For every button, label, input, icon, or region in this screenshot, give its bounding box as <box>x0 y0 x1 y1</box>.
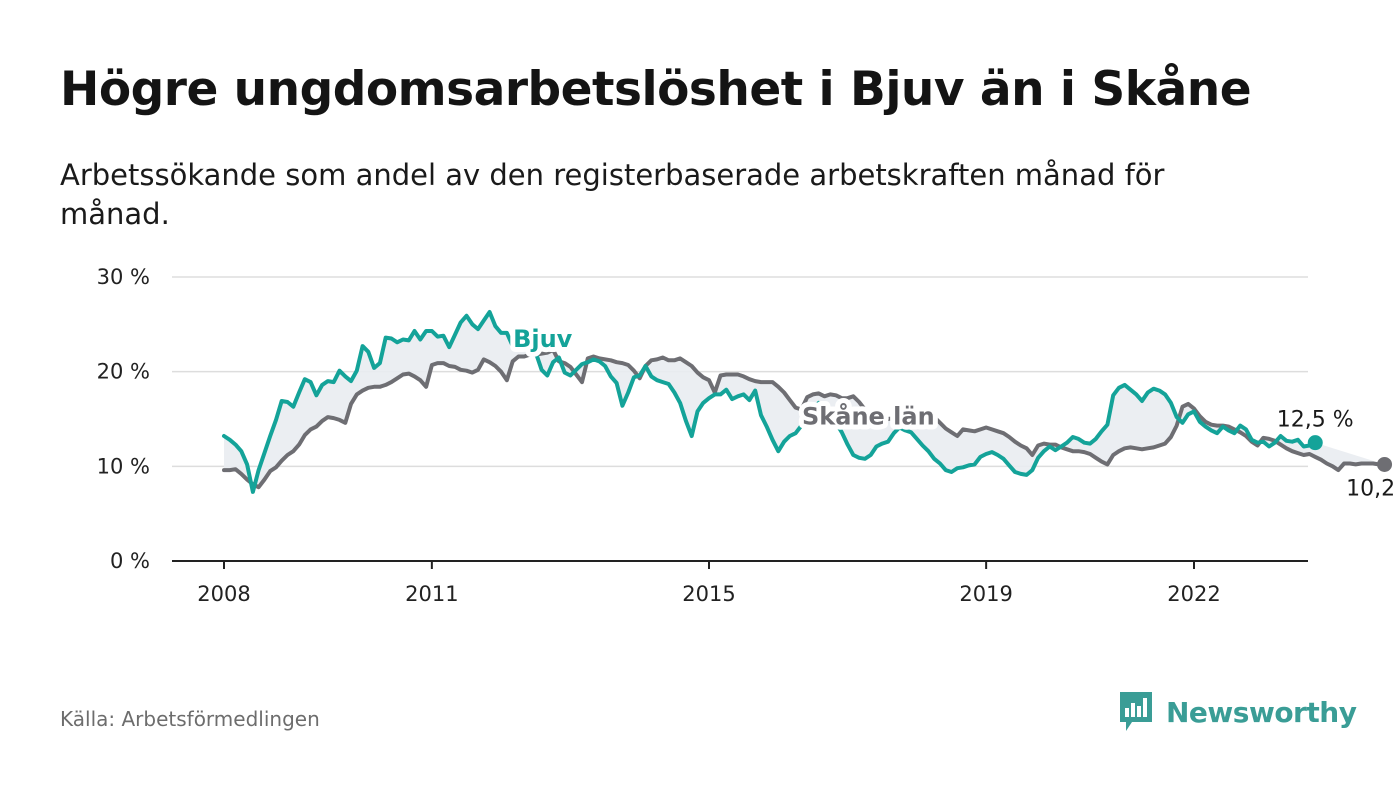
series-label-halo: Bjuv <box>513 325 573 353</box>
brand-name: Newsworthy <box>1166 695 1357 729</box>
chart-title: Högre ungdomsarbetslöshet i Bjuv än i Sk… <box>60 62 1252 117</box>
end-marker-bjuv <box>1307 435 1323 451</box>
series-label-halo: Skåne län <box>802 402 935 431</box>
bar-chart-speech-bubble-icon <box>1120 692 1152 731</box>
axes <box>172 560 1308 569</box>
x-tick-label: 2022 <box>1167 582 1220 606</box>
series-label-skane: Skåne län <box>802 402 935 431</box>
brand-logo[interactable]: Newsworthy <box>1118 690 1357 734</box>
series-line-bjuv <box>222 310 1318 494</box>
end-value-label-bjuv: 12,5 % <box>1277 408 1354 433</box>
y-tick-label: 10 % <box>97 454 150 478</box>
end-value-label-skane: 10,2 % <box>1346 476 1400 501</box>
x-tick-label: 2019 <box>959 582 1012 606</box>
series-line-skane <box>222 347 1387 490</box>
x-tick-label: 2011 <box>405 582 458 606</box>
series-gap-band <box>224 312 1385 492</box>
source-note: Källa: Arbetsförmedlingen <box>60 707 320 731</box>
y-tick-label: 20 % <box>97 360 150 384</box>
x-tick-label: 2015 <box>682 582 735 606</box>
x-tick-label: 2008 <box>197 582 250 606</box>
y-tick-label: 0 % <box>110 549 150 573</box>
chart-subtitle: Arbetssökande som andel av den registerb… <box>60 158 1165 232</box>
end-marker-skane <box>1377 456 1393 472</box>
difference-band <box>224 312 1385 492</box>
series-label-bjuv: Bjuv <box>513 325 573 353</box>
y-tick-label: 30 % <box>97 265 150 289</box>
series-lines <box>222 310 1393 494</box>
chart-labels: 0 % 10 % 20 % 30 % 2008 2011 2015 2019 2022 12,5 … <box>97 265 1400 606</box>
